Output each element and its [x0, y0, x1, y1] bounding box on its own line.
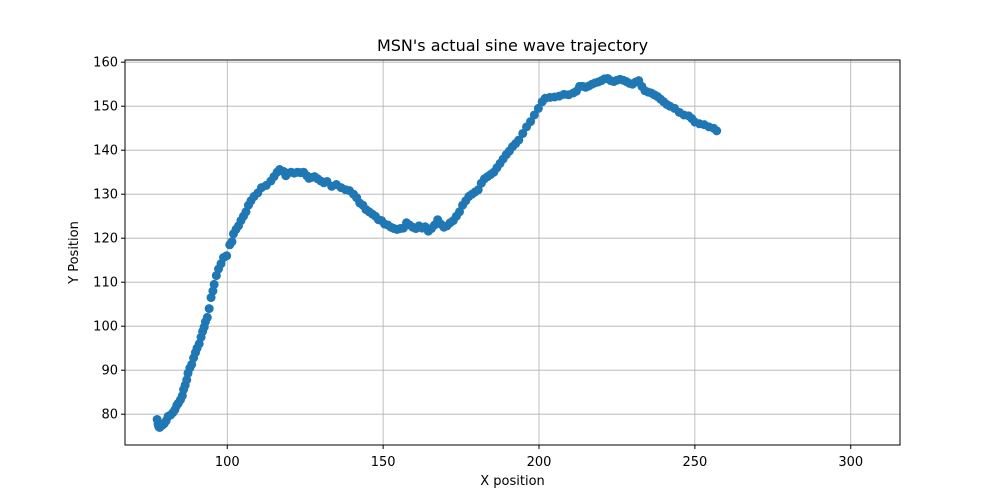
data-point	[514, 135, 524, 145]
axis-ticks: 100 150 200 250 300 80 90 100 110 120 130 140 150 160	[93, 56, 863, 470]
data-point	[526, 117, 536, 127]
y-tick-label: 160	[93, 56, 118, 71]
y-axis-label: Y Position	[67, 221, 82, 285]
data-point	[712, 126, 722, 136]
data-point	[202, 312, 212, 322]
x-tick-label: 250	[682, 455, 707, 470]
data-point	[529, 110, 539, 120]
data-point	[518, 128, 528, 138]
y-tick-label: 150	[93, 100, 118, 115]
x-axis-label: X position	[480, 474, 545, 489]
data-point	[533, 103, 543, 113]
data-points	[152, 73, 722, 432]
plot-area-frame	[124, 59, 901, 446]
grid-lines	[125, 60, 900, 445]
data-point	[222, 251, 232, 261]
y-tick-label: 80	[101, 408, 118, 423]
y-tick-label: 90	[101, 364, 118, 379]
data-point	[209, 279, 219, 289]
y-tick-label: 100	[93, 320, 118, 335]
y-tick-label: 140	[93, 144, 118, 159]
y-tick-label: 120	[93, 232, 118, 247]
data-point	[227, 237, 237, 247]
y-tick-label: 110	[93, 276, 118, 291]
chart-title: MSN's actual sine wave trajectory	[377, 36, 648, 55]
x-tick-label: 150	[371, 455, 396, 470]
x-tick-label: 100	[215, 455, 240, 470]
x-tick-label: 300	[838, 455, 863, 470]
y-tick-label: 130	[93, 188, 118, 203]
data-point	[204, 304, 214, 314]
x-tick-label: 200	[527, 455, 552, 470]
